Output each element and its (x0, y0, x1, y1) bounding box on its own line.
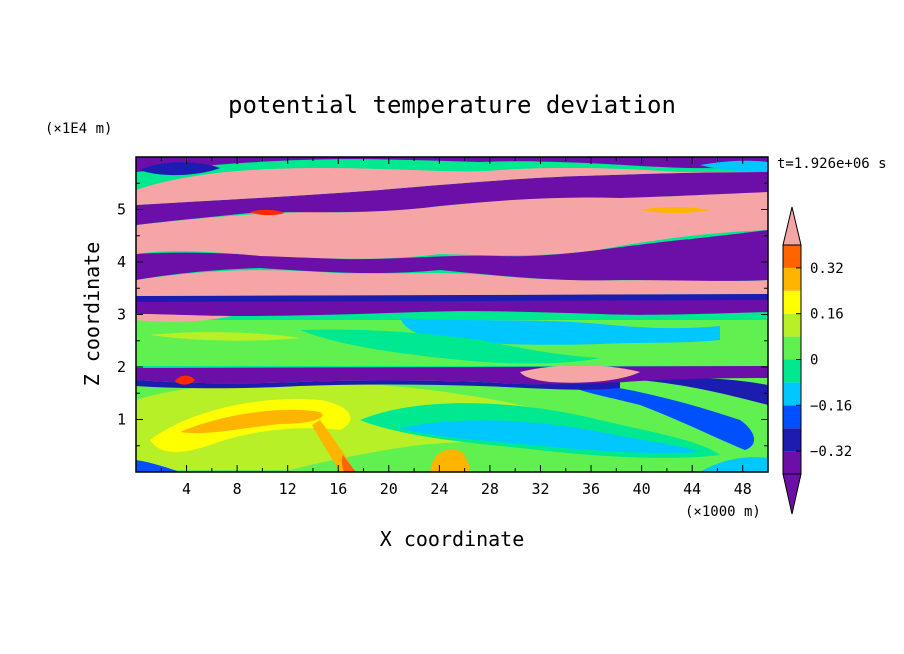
colorbar-tick-label: 0.16 (810, 307, 844, 323)
colorbar-segment (783, 336, 801, 360)
x-tick-label: 28 (481, 480, 499, 498)
colorbar-over-triangle (782, 206, 802, 246)
x-tick-label: 40 (633, 480, 651, 498)
warm-anomaly-orange (180, 409, 323, 434)
cool-swirl-cyan (400, 420, 700, 454)
x-tick-label: 12 (279, 480, 297, 498)
x-unit-label: (×1000 m) (685, 504, 761, 520)
y-tick-label: 5 (117, 201, 126, 219)
x-tick-label: 44 (683, 480, 701, 498)
cool-right-dark (640, 377, 768, 405)
pink-band-45 (136, 192, 768, 259)
time-label: t=1.926e+06 s (777, 156, 887, 172)
x-axis: 4 8 12 16 20 24 28 32 36 40 44 48 (135, 157, 769, 498)
y-unit-label: (×1E4 m) (45, 121, 112, 137)
pink-band-34 (136, 270, 768, 296)
purple-band-38 (136, 230, 768, 281)
warm-plume-red (341, 455, 356, 472)
y-axis: 1 2 3 4 5 (117, 156, 768, 473)
y-tick-label: 3 (117, 306, 126, 324)
x-tick-label: 4 (182, 480, 191, 498)
x-tick-label: 20 (380, 480, 398, 498)
thin-orange-streak (640, 207, 710, 213)
warm-blob-orange (430, 449, 470, 472)
x-axis-label: X coordinate (380, 527, 525, 551)
x-tick-label: 8 (233, 480, 242, 498)
colorbar-segment (783, 267, 801, 291)
x-tick-label: 36 (582, 480, 600, 498)
colorbar-segment (783, 359, 801, 383)
red-spot-left (175, 375, 195, 385)
mid-yellow-streaks (150, 332, 300, 341)
y-axis-label: Z coordinate (80, 242, 104, 387)
colorbar-segment (783, 405, 801, 429)
colorbar: 0.32 0.16 0 −0.16 −0.32 (782, 206, 852, 515)
colorbar-under-triangle (782, 473, 802, 515)
colorbar-tick-label: 0 (810, 353, 818, 369)
colorbar-segment (783, 382, 801, 406)
y-tick-label: 2 (117, 358, 126, 376)
upper-blue-line (136, 294, 768, 302)
top-left-dark-blob (140, 162, 220, 176)
colorbar-tick-label: 0.32 (810, 261, 844, 277)
x-tick-label: 24 (430, 480, 448, 498)
colorbar-tick-label: −0.16 (810, 398, 852, 414)
thin-red-streak (250, 209, 285, 216)
cool-swirl-blue (560, 380, 755, 450)
mid-cyan-patch (400, 318, 720, 345)
x-tick-label: 32 (531, 480, 549, 498)
bottom-left-blue (136, 460, 180, 472)
colorbar-tick-label: −0.32 (810, 444, 852, 460)
chart-title: potential temperature deviation (228, 91, 676, 119)
colorbar-segment (783, 451, 801, 474)
top-right-cyan (700, 160, 768, 172)
purple-band-52 (136, 172, 768, 225)
colorbar-segment (783, 428, 801, 452)
contour-field (136, 157, 768, 472)
mid-green2-patch (300, 329, 600, 364)
x-tick-label: 16 (329, 480, 347, 498)
colorbar-segment (783, 290, 801, 314)
y-tick-label: 1 (117, 411, 126, 429)
x-tick-label: 48 (734, 480, 752, 498)
y-tick-label: 4 (117, 253, 126, 271)
tropopause-blue-edge (136, 380, 620, 390)
top-purple-strip (136, 157, 768, 172)
pink-patch-mid (520, 365, 640, 383)
colorbar-segment (783, 313, 801, 337)
colorbar-segment (783, 245, 801, 268)
pink-band-top (136, 167, 768, 205)
